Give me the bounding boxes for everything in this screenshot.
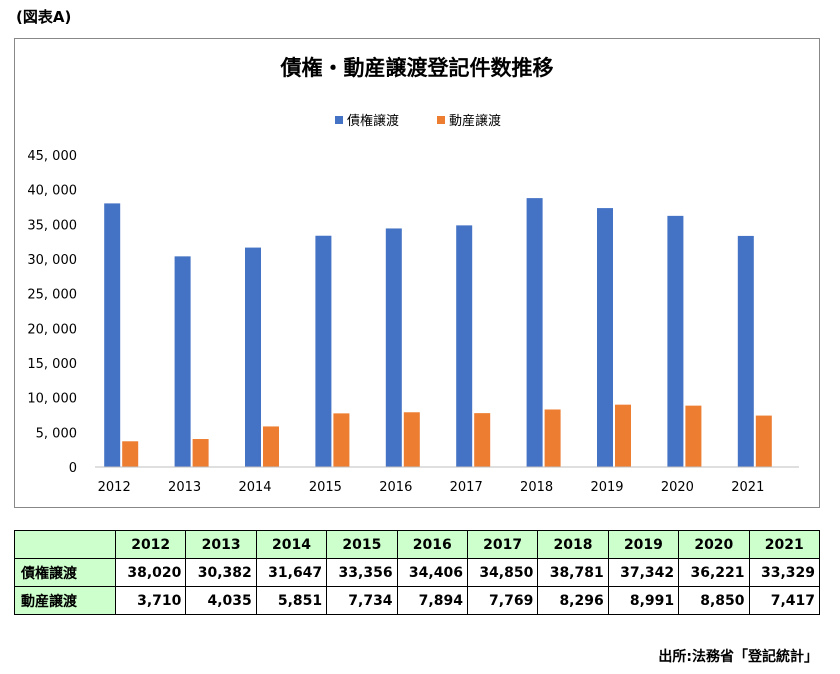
bar-saiken: [315, 235, 332, 467]
table-header-row: 2012 2013 2014 2015 2016 2017 2018 2019 …: [14, 530, 821, 559]
table-corner-cell: [14, 530, 116, 559]
table-header-year: 2019: [607, 530, 680, 559]
table-cell: 7,417: [748, 586, 821, 615]
table-cell: 8,850: [678, 586, 750, 615]
y-tick-label: 30, 000: [27, 253, 77, 268]
data-table: 2012 2013 2014 2015 2016 2017 2018 2019 …: [14, 530, 821, 615]
table-cell: 30,382: [185, 558, 257, 587]
table-cell: 37,342: [607, 558, 680, 587]
legend-label: 債権譲渡: [347, 113, 399, 129]
table-cell: 8,296: [537, 586, 609, 615]
bar-dousan: [192, 439, 209, 467]
x-tick-label: 2014: [238, 480, 271, 495]
table-row: 動産譲渡 3,710 4,035 5,851 7,734 7,894 7,769…: [14, 586, 821, 615]
table-header-year: 2018: [537, 530, 609, 559]
bar-saiken: [174, 256, 191, 467]
table-header-year: 2021: [748, 530, 821, 559]
bar-saiken: [667, 215, 684, 467]
table-header-year: 2013: [185, 530, 257, 559]
table-cell: 3,710: [114, 586, 187, 615]
x-tick-label: 2013: [168, 480, 201, 495]
x-tick-label: 2016: [379, 480, 412, 495]
y-tick-label: 25, 000: [27, 288, 77, 303]
figure-label: (図表A): [16, 8, 72, 26]
y-tick-label: 15, 000: [27, 357, 77, 372]
x-tick-label: 2018: [520, 480, 553, 495]
table-cell: 34,406: [396, 558, 468, 587]
table-cell: 4,035: [185, 586, 257, 615]
table-cell: 38,020: [114, 558, 187, 587]
table-cell: 34,850: [466, 558, 539, 587]
table-cell: 36,221: [678, 558, 750, 587]
bar-dousan: [474, 413, 491, 467]
bar-chart: 債権・動産譲渡登記件数推移 債権譲渡 動産譲渡 0 5, 000 10, 000 15,…: [27, 56, 799, 495]
table-cell: 7,769: [466, 586, 539, 615]
table-header-year: 2016: [396, 530, 468, 559]
legend-swatch: [335, 116, 343, 124]
x-tick-label: 2019: [590, 480, 623, 495]
table-cell: 38,781: [537, 558, 609, 587]
y-tick-label: 35, 000: [27, 218, 77, 233]
bar-dousan: [403, 412, 420, 467]
y-tick-label: 0: [69, 461, 77, 476]
chart-title: 債権・動産譲渡登記件数推移: [280, 56, 554, 80]
x-axis: 2012 2013 2014 2015 2016 2017 2018 2019 2020 2021: [95, 466, 799, 495]
table-row-label: 動産譲渡: [14, 586, 116, 615]
table-cell: 5,851: [255, 586, 328, 615]
bar-saiken: [104, 203, 121, 468]
bar-saiken: [456, 225, 473, 467]
bar-dousan: [122, 441, 139, 467]
table-row: 債権譲渡 38,020 30,382 31,647 33,356 34,406 …: [14, 558, 821, 587]
bar-saiken: [385, 228, 402, 467]
legend-swatch: [437, 116, 445, 124]
bar-dousan: [333, 413, 350, 467]
bar-dousan: [755, 415, 772, 467]
source-note: 出所:法務省「登記統計」: [658, 649, 818, 665]
bar-dousan: [544, 409, 561, 467]
bar-dousan: [615, 404, 631, 467]
y-tick-label: 40, 000: [27, 184, 77, 199]
table-cell: 8,991: [607, 586, 680, 615]
bar-dousan: [263, 426, 279, 467]
table-cell: 7,734: [326, 586, 398, 615]
x-tick-label: 2017: [450, 480, 483, 495]
table-header-year: 2020: [678, 530, 750, 559]
table-cell: 31,647: [255, 558, 328, 587]
x-tick-label: 2020: [661, 480, 694, 495]
table-cell: 7,894: [396, 586, 468, 615]
bars: [104, 198, 772, 468]
y-tick-label: 5, 000: [36, 426, 77, 441]
table-header-year: 2012: [114, 530, 187, 559]
x-tick-label: 2021: [731, 480, 764, 495]
bar-saiken: [597, 208, 613, 467]
bar-saiken: [737, 235, 754, 467]
legend: 債権譲渡 動産譲渡: [335, 113, 501, 129]
bar-saiken: [245, 247, 261, 467]
y-tick-label: 20, 000: [27, 322, 77, 337]
chart-container: 債権・動産譲渡登記件数推移 債権譲渡 動産譲渡 0 5, 000 10, 000 15,…: [14, 38, 820, 508]
table-header-year: 2014: [255, 530, 328, 559]
y-axis: 0 5, 000 10, 000 15, 000 20, 000 25, 000 30, 0…: [27, 149, 77, 476]
table-header-year: 2017: [466, 530, 539, 559]
table-header-year: 2015: [326, 530, 398, 559]
legend-label: 動産譲渡: [449, 113, 501, 129]
table-cell: 33,356: [326, 558, 398, 587]
bar-dousan: [685, 405, 702, 467]
table-cell: 33,329: [748, 558, 821, 587]
x-tick-label: 2015: [309, 480, 342, 495]
bar-saiken: [526, 198, 543, 467]
table-row-label: 債権譲渡: [14, 558, 116, 587]
y-tick-label: 45, 000: [27, 149, 77, 164]
y-tick-label: 10, 000: [27, 392, 77, 407]
x-tick-label: 2012: [98, 480, 131, 495]
